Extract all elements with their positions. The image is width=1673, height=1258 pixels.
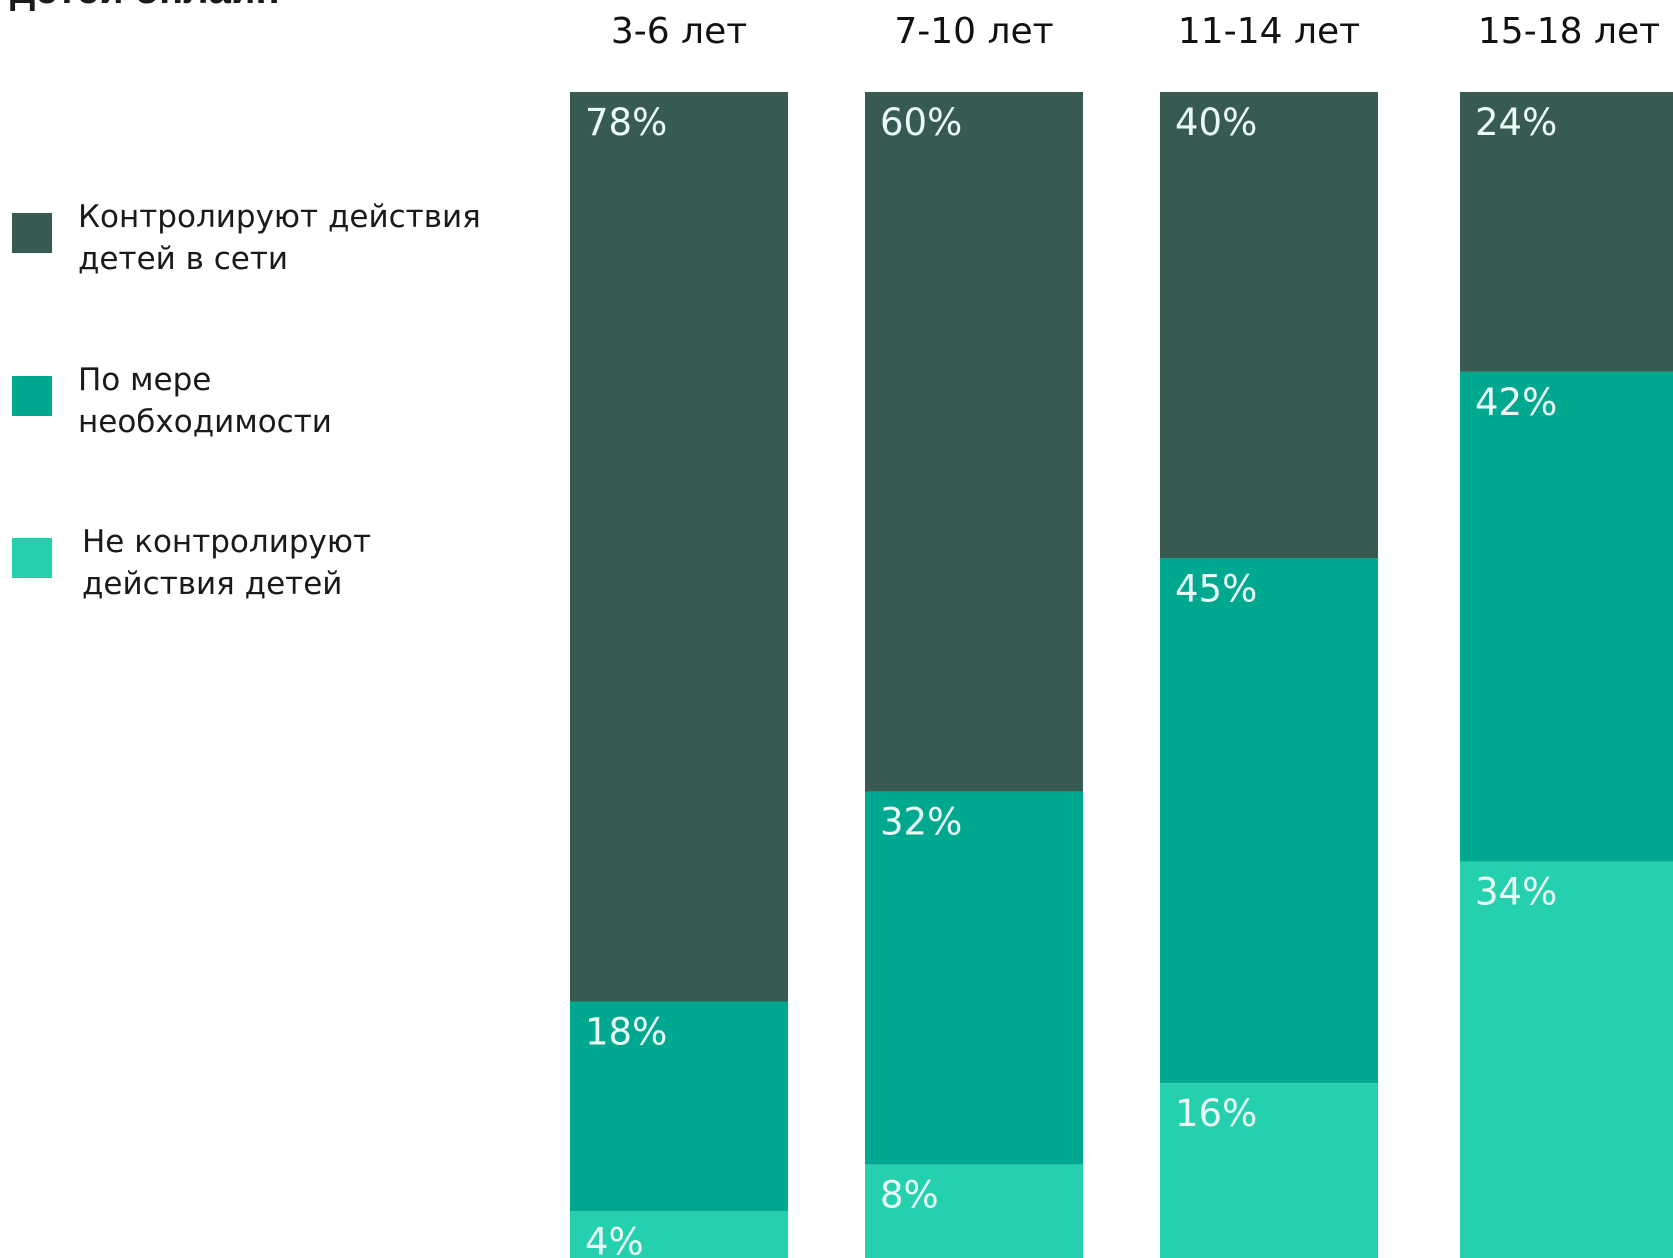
bar-segment-not-controlled-7-10 xyxy=(865,1164,1083,1258)
category-label-15-18: 15-18 лет xyxy=(1478,11,1660,52)
bar-segment-as-needed-3-6 xyxy=(570,1001,788,1212)
data-label-not-controlled-11-14: 16% xyxy=(1175,1092,1257,1135)
data-label-controlled-3-6: 78% xyxy=(585,101,667,144)
data-label-not-controlled-3-6: 4% xyxy=(585,1220,644,1258)
data-label-as-needed-11-14: 45% xyxy=(1175,567,1257,610)
legend-swatch-not-controlled xyxy=(12,538,52,578)
data-label-controlled-15-18: 24% xyxy=(1475,101,1557,144)
bar-segment-controlled-3-6 xyxy=(570,92,788,1002)
category-label-7-10: 7-10 лет xyxy=(894,11,1053,52)
bar-segment-as-needed-11-14 xyxy=(1160,558,1378,1084)
bar-segment-not-controlled-3-6 xyxy=(570,1211,788,1258)
data-label-controlled-11-14: 40% xyxy=(1175,101,1257,144)
legend-label-controlled: Контролируют действия детей в сети xyxy=(78,199,481,277)
category-label-3-6: 3-6 лет xyxy=(611,11,747,52)
bar-segment-controlled-11-14 xyxy=(1160,92,1378,559)
bar-segment-controlled-7-10 xyxy=(865,92,1083,792)
legend-swatch-as-needed xyxy=(12,376,52,416)
data-label-as-needed-7-10: 32% xyxy=(880,801,962,844)
bar-segment-not-controlled-15-18 xyxy=(1460,861,1673,1258)
category-label-11-14: 11-14 лет xyxy=(1178,11,1360,52)
bar-segment-not-controlled-11-14 xyxy=(1160,1083,1378,1258)
chart-title: детей онлайн xyxy=(10,0,280,10)
data-label-as-needed-3-6: 18% xyxy=(585,1010,667,1053)
data-label-controlled-7-10: 60% xyxy=(880,101,962,144)
bar-segment-as-needed-7-10 xyxy=(865,791,1083,1165)
data-label-as-needed-15-18: 42% xyxy=(1475,381,1557,424)
legend-label-not-controlled: Не контролируют действия детей xyxy=(82,524,372,602)
bar-segment-as-needed-15-18 xyxy=(1460,371,1673,862)
data-label-not-controlled-7-10: 8% xyxy=(880,1174,939,1217)
bar-segment-controlled-15-18 xyxy=(1460,92,1673,372)
legend-swatch-controlled xyxy=(12,213,52,253)
data-label-not-controlled-15-18: 34% xyxy=(1475,871,1557,914)
legend-label-as-needed: По мере необходимости xyxy=(78,362,332,440)
